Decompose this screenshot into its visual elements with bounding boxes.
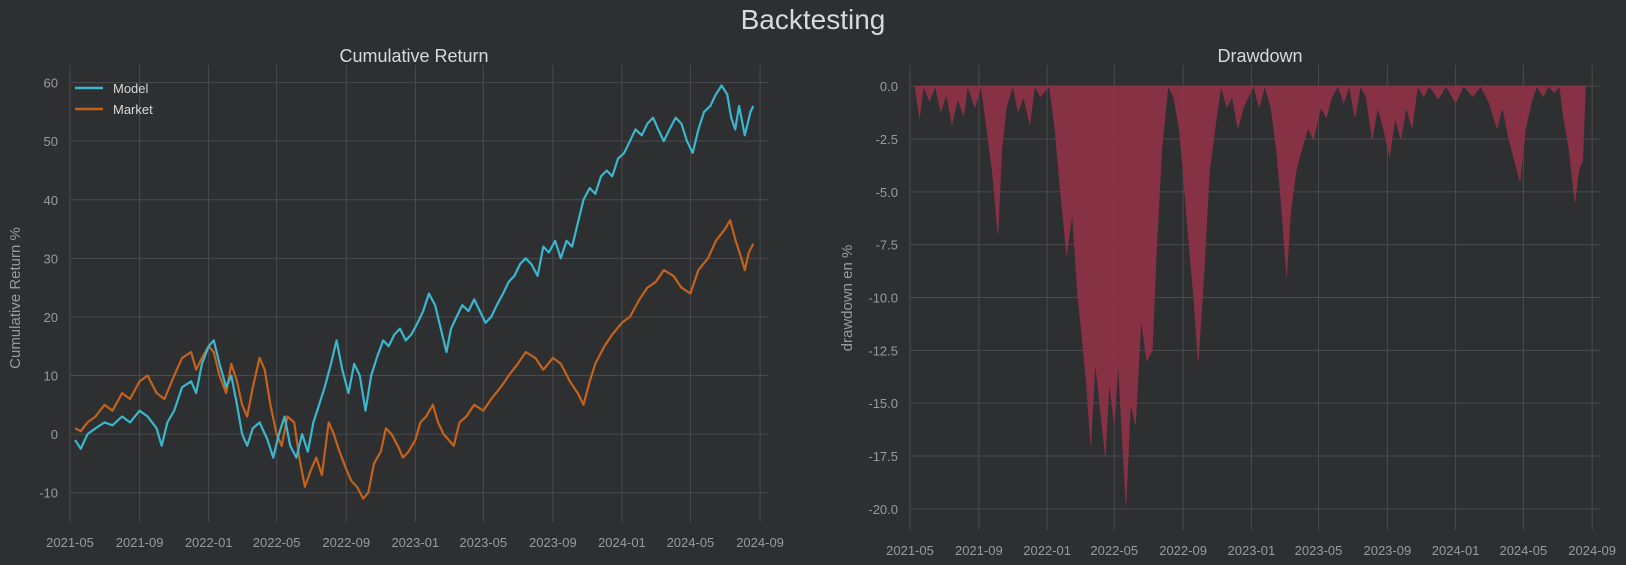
drawdown-y-tick-label: -20.0 xyxy=(868,502,898,517)
legend: Model Market xyxy=(75,81,153,117)
drawdown-x-tick-label: 2022-09 xyxy=(1159,543,1207,558)
drawdown-x-tick-label: 2023-01 xyxy=(1228,543,1276,558)
drawdown-area xyxy=(914,84,1586,505)
cumret-x-tick-label: 2024-09 xyxy=(736,535,784,550)
cumulative-return-x-ticks: 2021-05 2021-09 2022-01 2022-05 2022-09 2023-… xyxy=(46,535,784,550)
drawdown-y-tick-label: -2.5 xyxy=(876,132,898,147)
drawdown-x-tick-label: 2022-01 xyxy=(1023,543,1071,558)
cumret-y-tick-label: 30 xyxy=(44,251,58,266)
drawdown-y-tick-label: 0.0 xyxy=(880,79,898,94)
cumret-y-tick-label: 0 xyxy=(51,427,58,442)
cumulative-return-title: Cumulative Return xyxy=(339,46,488,66)
drawdown-x-tick-label: 2024-01 xyxy=(1432,543,1480,558)
cumulative-return-ylabel: Cumulative Return % xyxy=(7,227,24,369)
drawdown-panel: Drawdown drawdown en % 2021-05 2021-09 202… xyxy=(839,46,1616,558)
drawdown-ylabel: drawdown en % xyxy=(839,245,856,352)
drawdown-title: Drawdown xyxy=(1217,46,1302,66)
cumret-x-tick-label: 2024-01 xyxy=(598,535,646,550)
cumret-x-tick-label: 2023-01 xyxy=(391,535,439,550)
drawdown-y-tick-label: -17.5 xyxy=(868,449,898,464)
drawdown-x-tick-label: 2023-05 xyxy=(1295,543,1343,558)
legend-label-model: Model xyxy=(113,81,149,96)
drawdown-x-tick-label: 2022-05 xyxy=(1090,543,1138,558)
drawdown-area-group xyxy=(914,84,1586,505)
drawdown-y-ticks: 0.0 -2.5 -5.0 -7.5 -10.0 -12.5 -15.0 -17.5 -20.0 xyxy=(868,79,898,517)
legend-label-market: Market xyxy=(113,102,153,117)
cumret-x-tick-label: 2022-09 xyxy=(322,535,370,550)
cumulative-return-panel: Cumulative Return Cumulative Return % 20… xyxy=(7,46,784,550)
drawdown-y-tick-label: -10.0 xyxy=(868,291,898,306)
drawdown-x-tick-label: 2024-09 xyxy=(1568,543,1616,558)
cumulative-return-y-ticks: -10 0 10 20 30 40 50 60 xyxy=(39,76,58,501)
cumret-y-tick-label: 60 xyxy=(44,76,58,91)
drawdown-x-tick-label: 2024-05 xyxy=(1499,543,1547,558)
drawdown-y-tick-label: -15.0 xyxy=(868,396,898,411)
series-line-market xyxy=(74,219,755,500)
drawdown-x-tick-label: 2023-09 xyxy=(1363,543,1411,558)
drawdown-x-tick-label: 2021-05 xyxy=(886,543,934,558)
cumret-y-tick-label: 20 xyxy=(44,310,58,325)
cumret-x-tick-label: 2022-05 xyxy=(253,535,301,550)
drawdown-y-tick-label: -12.5 xyxy=(868,343,898,358)
cumret-y-tick-label: 40 xyxy=(44,193,58,208)
cumulative-return-lines xyxy=(74,84,755,500)
series-line-model xyxy=(74,84,755,459)
cumret-x-tick-label: 2022-01 xyxy=(185,535,233,550)
figure-title: Backtesting xyxy=(740,4,886,35)
drawdown-grid xyxy=(909,65,1600,530)
cumret-x-tick-label: 2021-05 xyxy=(46,535,94,550)
cumret-x-tick-label: 2021-09 xyxy=(116,535,164,550)
cumret-x-tick-label: 2023-05 xyxy=(459,535,507,550)
drawdown-x-ticks: 2021-05 2021-09 2022-01 2022-05 2022-09 2023-… xyxy=(886,543,1616,558)
cumret-x-tick-label: 2024-05 xyxy=(667,535,715,550)
cumret-y-tick-label: -10 xyxy=(39,486,58,501)
drawdown-y-tick-label: -7.5 xyxy=(876,238,898,253)
cumret-y-tick-label: 10 xyxy=(44,369,58,384)
cumret-y-tick-label: 50 xyxy=(44,134,58,149)
cumret-x-tick-label: 2023-09 xyxy=(529,535,577,550)
drawdown-y-tick-label: -5.0 xyxy=(876,185,898,200)
cumulative-return-grid xyxy=(69,65,768,522)
drawdown-x-tick-label: 2021-09 xyxy=(955,543,1003,558)
